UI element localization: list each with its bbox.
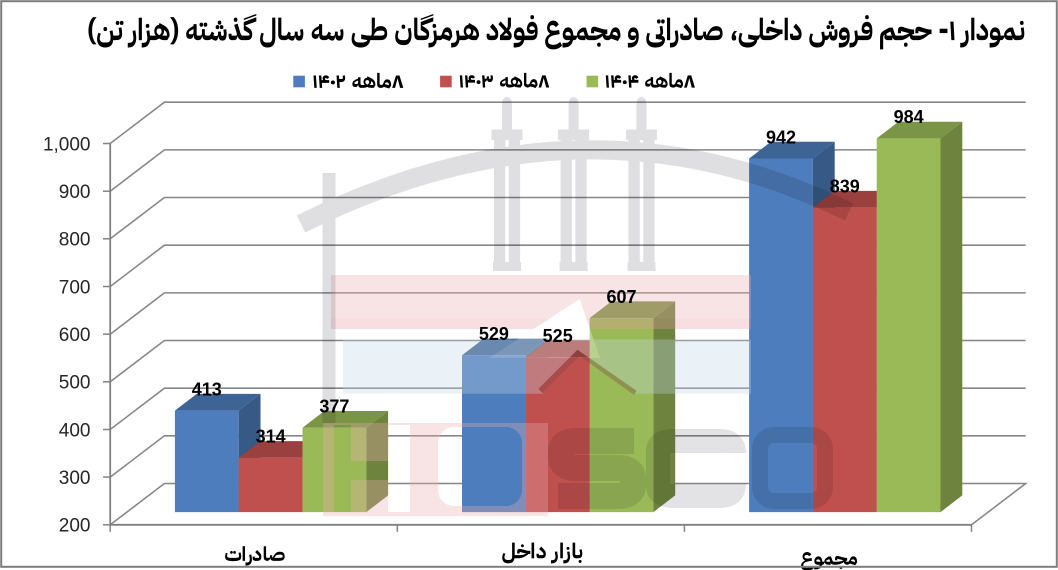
svg-text:984: 984 <box>894 107 924 127</box>
svg-text:400: 400 <box>59 420 91 441</box>
svg-text:607: 607 <box>606 287 636 307</box>
svg-text:500: 500 <box>59 373 91 394</box>
svg-text:839: 839 <box>830 176 860 196</box>
svg-text:314: 314 <box>256 427 286 447</box>
svg-text:700: 700 <box>59 277 91 298</box>
svg-text:377: 377 <box>319 397 349 417</box>
svg-text:200: 200 <box>59 516 91 537</box>
svg-text:900: 900 <box>59 182 91 203</box>
svg-text:800: 800 <box>59 230 91 251</box>
svg-text:600: 600 <box>59 325 91 346</box>
svg-text:413: 413 <box>192 379 222 399</box>
svg-text:1,000: 1,000 <box>43 134 91 155</box>
svg-text:525: 525 <box>543 326 573 346</box>
svg-text:300: 300 <box>59 468 91 489</box>
svg-text:942: 942 <box>766 127 796 147</box>
svg-text:529: 529 <box>479 324 509 344</box>
